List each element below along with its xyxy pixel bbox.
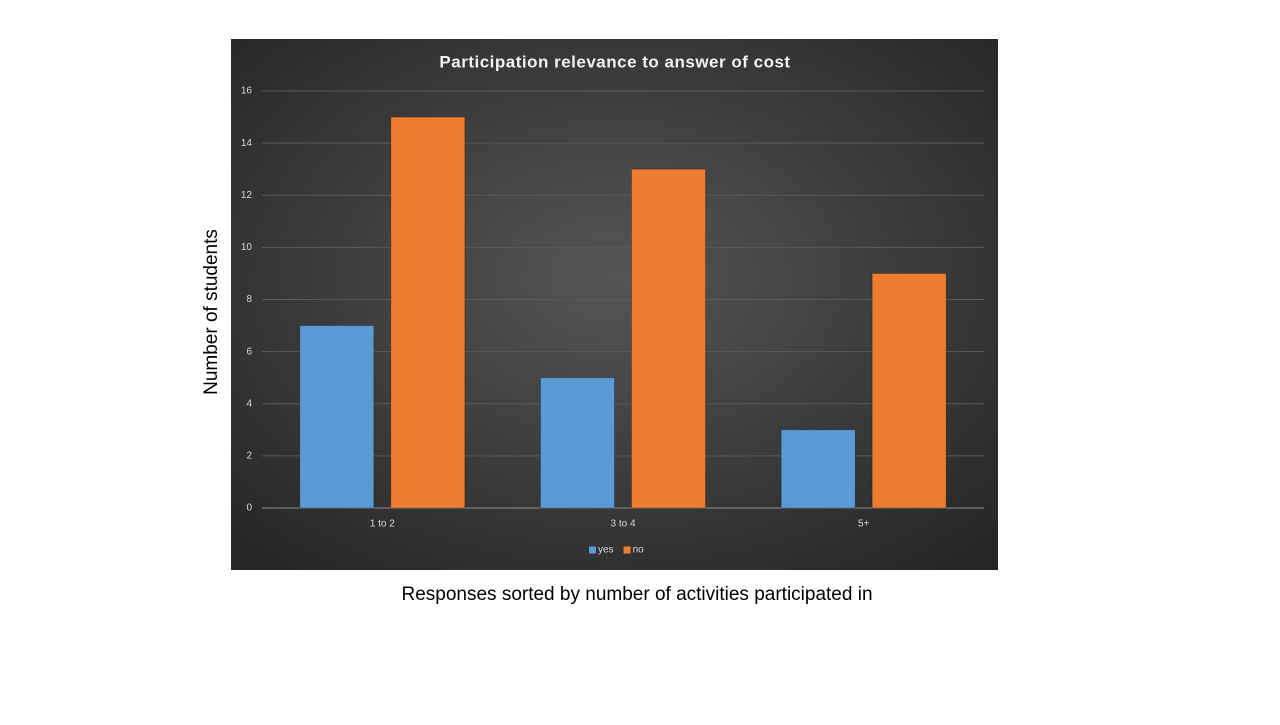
y-tick-label: 14: [241, 138, 253, 149]
bar: [540, 377, 615, 509]
legend-swatch: [589, 546, 596, 554]
y-tick-label: 16: [241, 86, 253, 97]
x-axis-title: Responses sorted by number of activities…: [401, 584, 872, 605]
chart-title: Participation relevance to answer of cos…: [439, 52, 790, 71]
x-tick-label: 3 to 4: [610, 519, 635, 530]
y-tick-label: 6: [246, 346, 252, 357]
bar: [871, 272, 947, 509]
y-tick-label: 0: [246, 503, 252, 514]
y-tick-label: 4: [246, 398, 252, 409]
x-tick-label: 1 to 2: [370, 519, 395, 530]
y-tick-label: 8: [246, 294, 252, 305]
x-tick-label: 5+: [858, 519, 870, 530]
y-axis-title: Number of students: [201, 229, 222, 395]
bar: [299, 325, 375, 509]
y-tick-label: 10: [241, 242, 253, 253]
y-tick-label: 12: [241, 190, 253, 201]
y-tick-label: 2: [246, 451, 252, 462]
bar: [390, 116, 466, 509]
legend-label: no: [633, 545, 645, 556]
legend-label: yes: [598, 545, 614, 556]
legend-swatch: [623, 546, 631, 554]
bar: [780, 429, 856, 509]
bar: [631, 168, 706, 509]
